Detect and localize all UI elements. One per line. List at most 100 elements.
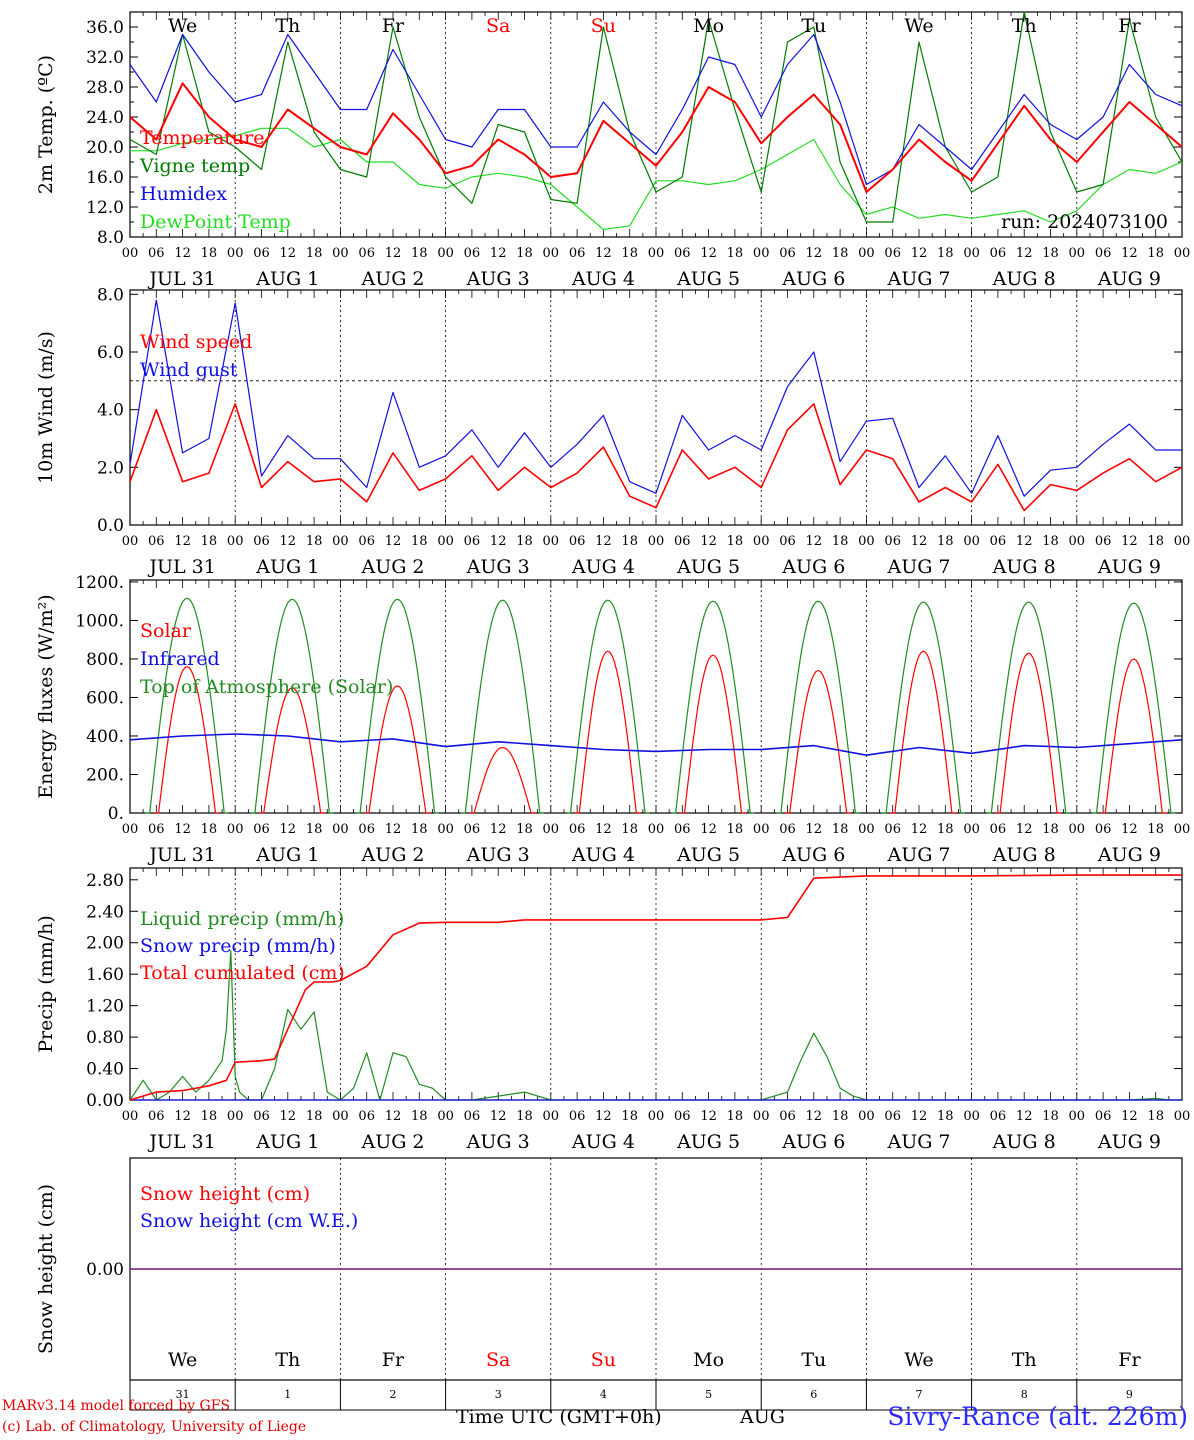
hour-tick-label: 00 (437, 246, 454, 261)
hour-tick-label: 06 (779, 534, 796, 549)
hour-tick-label: 18 (201, 1109, 218, 1124)
y-tick-label: 4.0 (97, 401, 124, 421)
hour-tick-label: 06 (148, 1109, 165, 1124)
run-label: run: 2024073100 (1001, 211, 1168, 233)
solar-line (890, 650, 957, 814)
hour-tick-label: 12 (280, 246, 297, 261)
hour-tick-label: 00 (858, 822, 875, 837)
hour-tick-label: 06 (779, 246, 796, 261)
weekday-label: We (168, 1349, 197, 1371)
legend-entry: Wind gust (140, 359, 238, 381)
temp-series-line (129, 33, 1183, 186)
toa-solar-line (250, 598, 334, 814)
y-axis-label: Energy fluxes (W/m²) (35, 594, 57, 798)
panel-4: 0.00 0.40 0.80 1.20 1.60 2.00 2.40 2.80 Precip (… (35, 867, 1190, 1153)
hour-tick-label: 00 (1069, 1109, 1086, 1124)
toa-solar-line (145, 597, 229, 814)
y-tick-label: 1.20 (86, 997, 124, 1017)
hour-tick-label: 12 (595, 1109, 612, 1124)
y-tick-label: 16.0 (86, 168, 124, 188)
day-number-label: 5 (705, 1388, 712, 1401)
hour-tick-label: 00 (648, 822, 665, 837)
hour-tick-label: 18 (937, 534, 954, 549)
y-tick-label: 12.0 (86, 198, 124, 218)
hour-tick-label: 06 (884, 1109, 901, 1124)
hour-tick-label: 06 (569, 534, 586, 549)
hour-tick-label: 12 (911, 1109, 928, 1124)
date-label: AUG 9 (1097, 844, 1161, 866)
date-label: AUG 9 (1097, 556, 1161, 578)
panel-2: 0.0 2.0 4.0 6.0 8.0 10m Wind (m/s) 00 06 12 18 JUL… (35, 285, 1190, 578)
hour-tick-label: 00 (1069, 534, 1086, 549)
hour-tick-label: 00 (648, 534, 665, 549)
date-label: JUL 31 (147, 268, 215, 290)
hour-tick-label: 12 (280, 534, 297, 549)
legend-entry: Snow height (cm) (140, 1183, 310, 1205)
legend: Wind speed Wind gust (140, 331, 252, 381)
hour-tick-label: 06 (884, 822, 901, 837)
model-credit-text: MARv3.14 model forced by GFS (2, 1398, 231, 1414)
legend-entry: Snow height (cm W.E.) (140, 1210, 358, 1232)
hour-tick-label: 18 (621, 534, 638, 549)
date-label: AUG 5 (676, 268, 740, 290)
hour-tick-label: 06 (358, 534, 375, 549)
hour-tick-label: 18 (1147, 534, 1164, 549)
toa-solar-line (881, 601, 965, 814)
hour-tick-label: 12 (174, 246, 191, 261)
hour-tick-label: 06 (1095, 246, 1112, 261)
hour-tick-label: 12 (1121, 822, 1138, 837)
hour-tick-label: 06 (464, 822, 481, 837)
hour-tick-label: 00 (227, 534, 244, 549)
date-label: AUG 3 (466, 1131, 530, 1153)
date-label: AUG 8 (992, 844, 1056, 866)
hour-tick-label: 00 (227, 1109, 244, 1124)
date-label: AUG 2 (360, 268, 424, 290)
date-label: AUG 4 (571, 1131, 635, 1153)
hour-tick-label: 12 (700, 1109, 717, 1124)
hour-tick-label: 18 (516, 246, 533, 261)
hour-tick-label: 00 (753, 246, 770, 261)
solar-line (680, 654, 746, 814)
hour-tick-label: 18 (621, 246, 638, 261)
date-label: AUG 4 (571, 556, 635, 578)
temp-series-line (129, 82, 1183, 193)
hour-tick-label: 18 (832, 1109, 849, 1124)
weekday-label: Sa (486, 1349, 510, 1371)
hour-tick-label: 00 (648, 246, 665, 261)
hour-tick-label: 18 (201, 534, 218, 549)
hour-tick-label: 12 (806, 246, 823, 261)
hour-tick-label: 18 (306, 1109, 323, 1124)
hour-tick-label: 06 (884, 534, 901, 549)
weekday-label: Tu (801, 15, 826, 37)
hour-tick-label: 00 (437, 534, 454, 549)
hour-tick-label: 00 (543, 822, 560, 837)
hour-tick-label: 18 (411, 534, 428, 549)
hour-tick-label: 12 (1016, 246, 1033, 261)
hour-tick-label: 00 (122, 534, 139, 549)
hour-tick-label: 12 (1121, 1109, 1138, 1124)
day-number-label: 7 (916, 1388, 923, 1401)
hour-tick-label: 12 (595, 822, 612, 837)
hour-tick-label: 00 (332, 534, 349, 549)
hour-tick-label: 00 (437, 822, 454, 837)
hour-tick-label: 00 (753, 1109, 770, 1124)
hour-tick-label: 06 (148, 246, 165, 261)
weekday-label: We (904, 15, 933, 37)
hour-tick-label: 12 (700, 246, 717, 261)
weekday-label: Su (591, 15, 616, 37)
date-label: AUG 2 (360, 556, 424, 578)
hour-tick-label: 12 (806, 1109, 823, 1124)
weekday-label: Mo (693, 15, 724, 37)
y-tick-label: 6.0 (97, 343, 124, 363)
weekday-label: Th (1012, 15, 1037, 37)
weekday-label: Fr (382, 1349, 405, 1371)
hour-tick-label: 00 (122, 1109, 139, 1124)
hour-tick-label: 12 (806, 534, 823, 549)
weekday-label: Tu (801, 1349, 826, 1371)
hour-tick-label: 06 (253, 534, 270, 549)
date-label: AUG 9 (1097, 1131, 1161, 1153)
hour-tick-label: 00 (1174, 822, 1191, 837)
date-label: AUG 1 (255, 1131, 319, 1153)
hour-tick-label: 12 (490, 246, 507, 261)
site-title: Sivry-Rance (alt. 226m) (887, 1402, 1188, 1431)
